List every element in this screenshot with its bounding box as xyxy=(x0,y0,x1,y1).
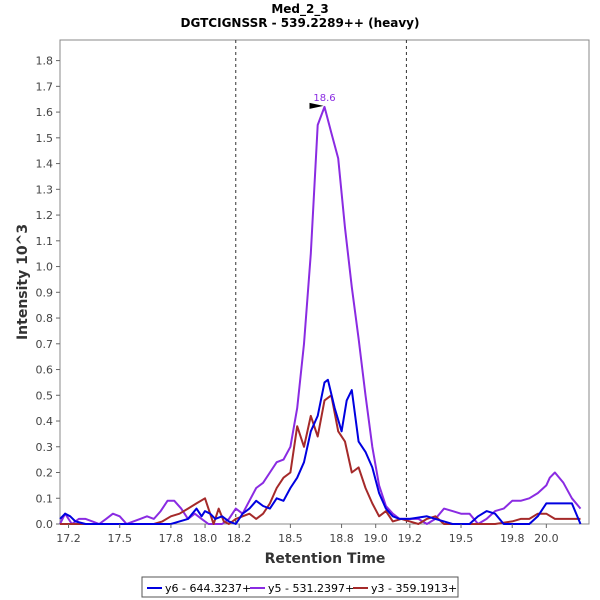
legend-entry: y3 - 359.1913+ xyxy=(371,582,457,595)
x-tick-label: 18.0 xyxy=(193,532,218,545)
y-tick-label: 0.9 xyxy=(36,286,54,299)
peak-boundary-lines xyxy=(235,40,407,524)
y-tick-label: 0.3 xyxy=(36,441,54,454)
series-line-y3 xyxy=(60,394,581,525)
series-line-y6 xyxy=(59,378,582,525)
y-tick-label: 0.8 xyxy=(36,312,54,325)
y-tick-label: 1.3 xyxy=(36,183,54,196)
peak-arrow-icon xyxy=(309,102,324,109)
y-tick-label: 0.6 xyxy=(36,364,54,377)
x-axis-label: Retention Time xyxy=(265,551,386,567)
series-lines xyxy=(59,105,582,525)
plot-area xyxy=(59,39,590,525)
x-tick-label: 17.5 xyxy=(107,532,132,545)
x-tick-label: 17.8 xyxy=(159,532,184,545)
y-tick-label: 0.0 xyxy=(36,518,54,531)
x-tick-label: 19.0 xyxy=(363,532,388,545)
legend-box xyxy=(141,576,459,598)
y-tick-label: 1.4 xyxy=(36,158,54,171)
y-tick-label: 0.5 xyxy=(36,389,54,402)
chart-title: Med_2_3 xyxy=(271,2,328,17)
x-tick-label: 18.8 xyxy=(329,532,354,545)
peak-label: 18.6 xyxy=(313,93,335,104)
y-tick-label: 0.1 xyxy=(36,492,54,505)
x-tick-label: 17.2 xyxy=(56,532,81,545)
x-axis-ticks: 17.2 17.5 17.8 18.0 18.2 18.5 18.8 19.0 19.2 19.5… xyxy=(56,524,559,545)
y-tick-label: 0.2 xyxy=(36,467,54,480)
legend-entry: y5 - 531.2397+ xyxy=(268,582,354,595)
y-tick-label: 1.1 xyxy=(36,235,54,248)
y-tick-label: 0.7 xyxy=(36,338,54,351)
y-tick-label: 0.4 xyxy=(36,415,54,428)
y-tick-label: 1.6 xyxy=(36,106,54,119)
legend-entry: y6 - 644.3237+ xyxy=(165,582,251,595)
y-tick-label: 1.5 xyxy=(36,132,54,145)
series-line-y5 xyxy=(59,105,582,525)
y-tick-label: 1.0 xyxy=(36,261,54,274)
legend: y6 - 644.3237+ y5 - 531.2397+ y3 - 359.191… xyxy=(141,576,459,598)
x-tick-label: 18.5 xyxy=(278,532,303,545)
x-tick-label: 19.5 xyxy=(449,532,474,545)
y-tick-label: 1.2 xyxy=(36,209,54,222)
x-tick-label: 19.8 xyxy=(500,532,525,545)
y-tick-label: 1.7 xyxy=(36,80,54,93)
chart-subtitle: DGTCIGNSSR - 539.2289++ (heavy) xyxy=(181,16,420,30)
y-tick-label: 1.8 xyxy=(36,55,54,68)
y-axis-label: Intensity 10^3 xyxy=(15,224,31,340)
x-tick-label: 20.0 xyxy=(534,532,559,545)
peak-marker: 18.6 xyxy=(309,93,336,109)
y-axis-ticks: 0.0 0.1 0.2 0.3 0.4 0.5 0.6 0.7 0.8 0.9 1.0 1.1 1.2 1… xyxy=(36,55,60,531)
x-tick-label: 18.2 xyxy=(227,532,252,545)
x-tick-label: 19.2 xyxy=(398,532,423,545)
